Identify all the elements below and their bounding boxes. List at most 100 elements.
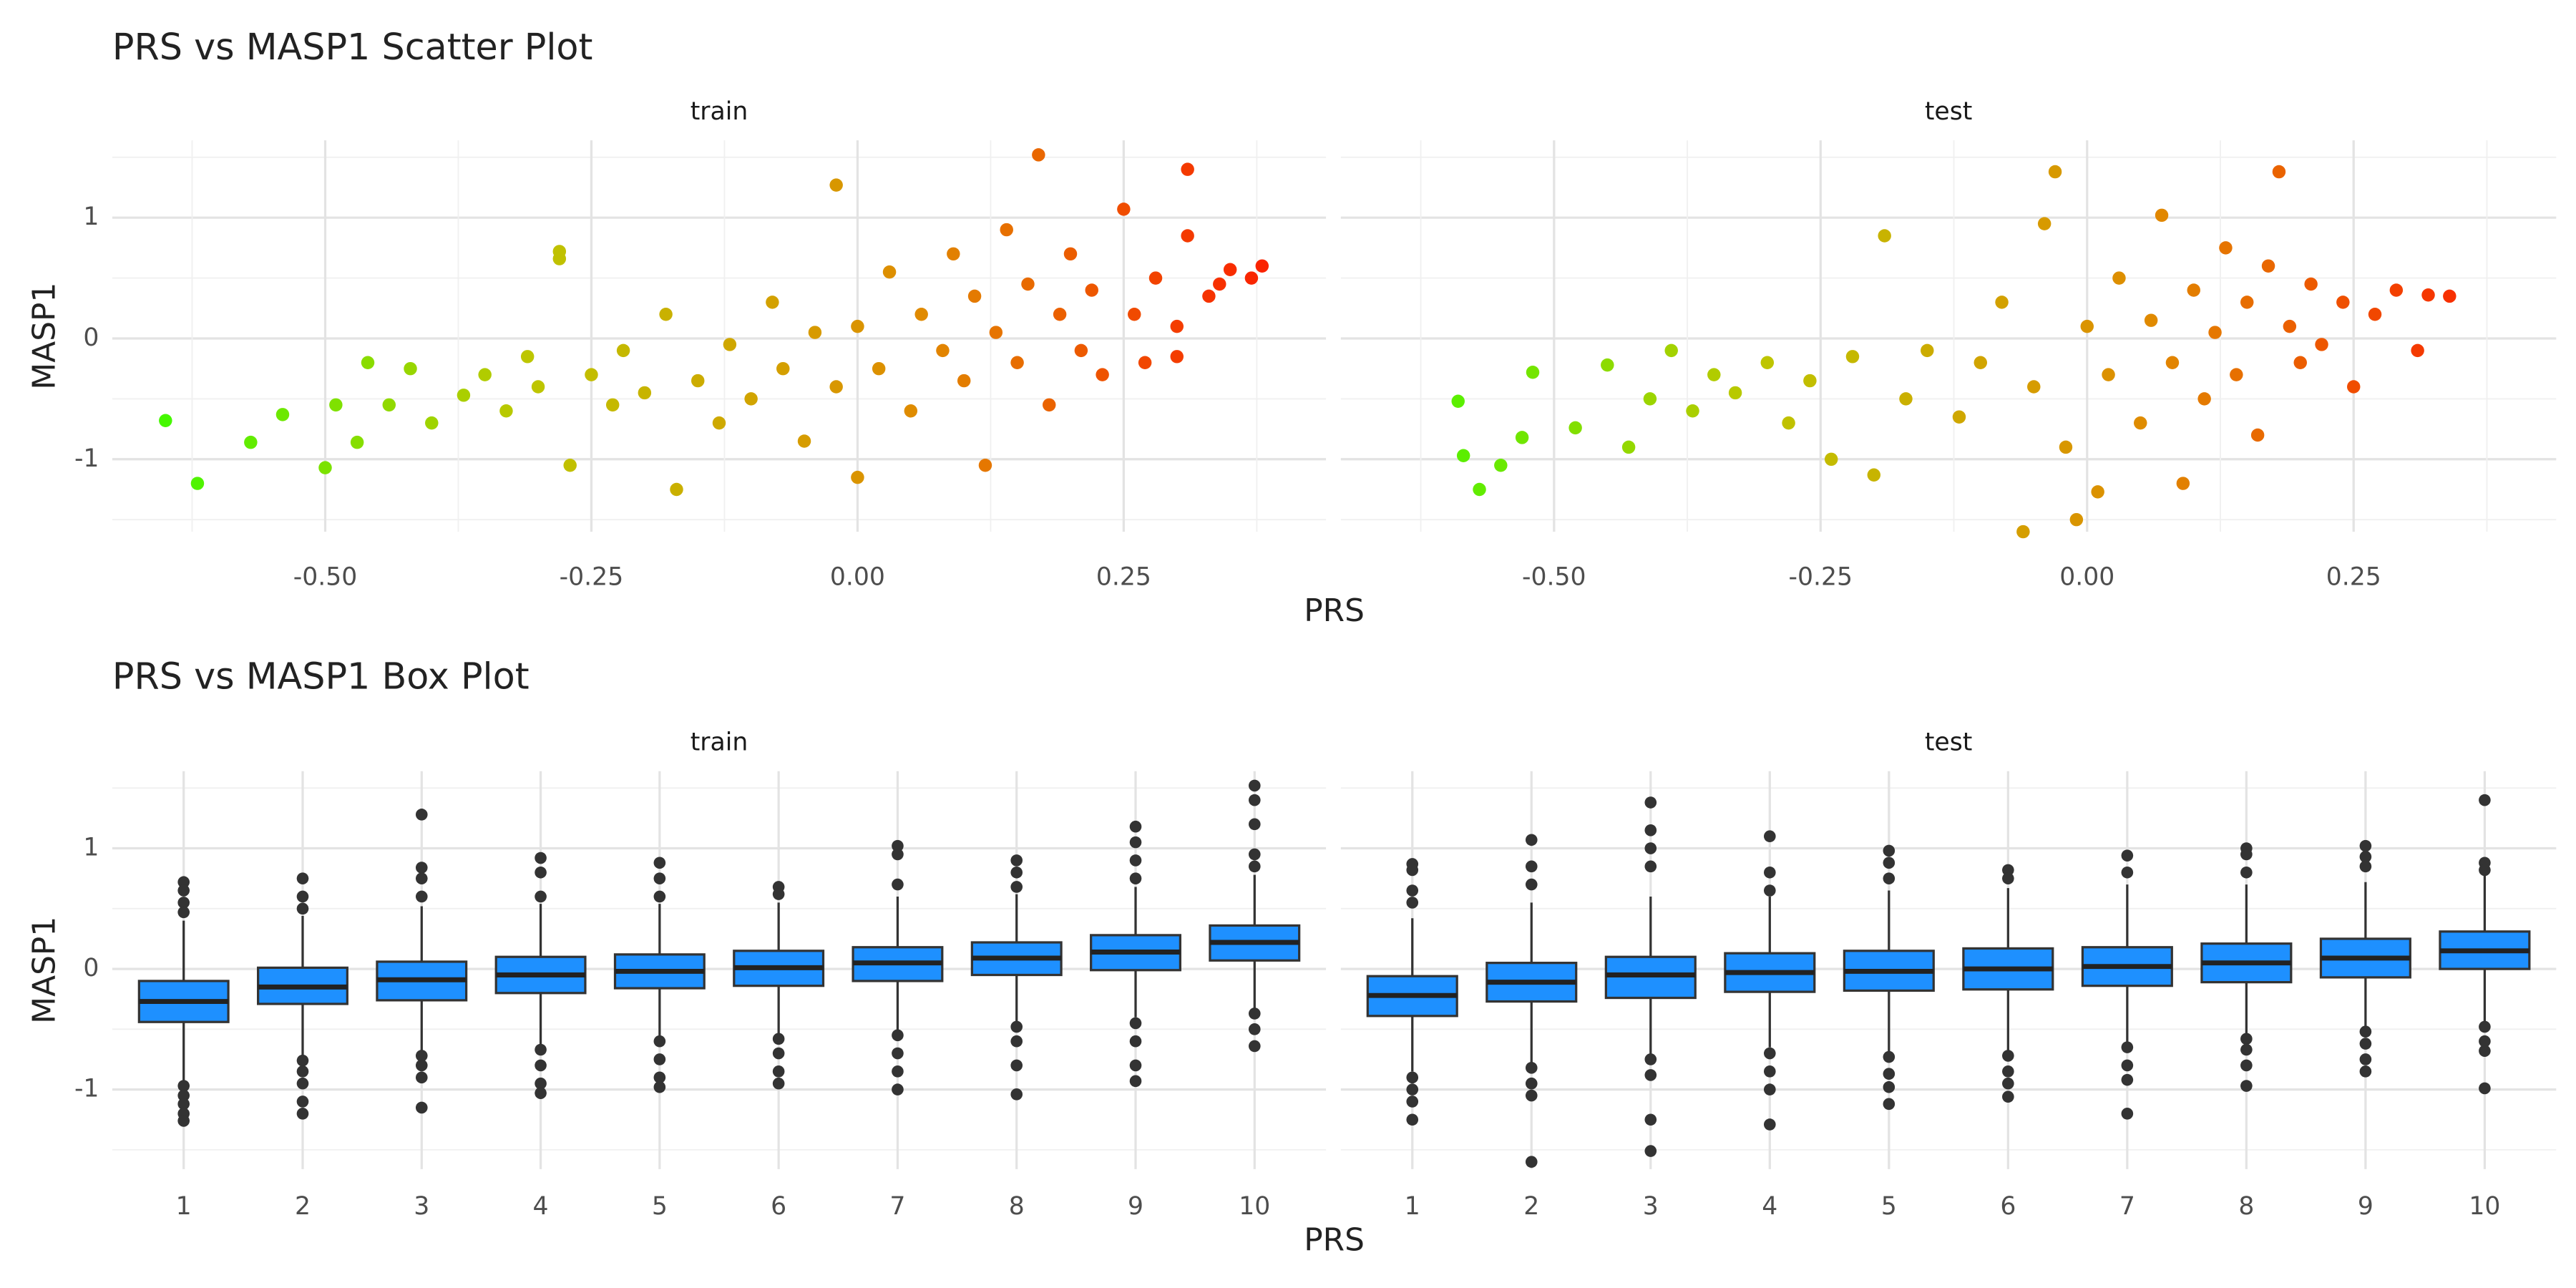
- chart-title: PRS vs MASP1 Scatter Plot: [112, 26, 592, 68]
- point: [1643, 392, 1657, 406]
- outlier: [2121, 1059, 2134, 1072]
- point: [1803, 374, 1817, 388]
- x-tick-label: 0.00: [2059, 563, 2114, 592]
- outlier: [892, 1065, 904, 1078]
- outlier: [415, 1101, 428, 1114]
- outlier: [296, 1054, 309, 1067]
- outlier: [1525, 860, 1538, 873]
- outlier: [2002, 864, 2014, 877]
- outlier: [1763, 830, 1776, 843]
- point: [1867, 468, 1881, 482]
- point: [1096, 368, 1109, 381]
- outlier: [535, 1059, 547, 1072]
- point: [2411, 343, 2424, 358]
- outlier: [892, 1083, 904, 1096]
- facet-panel: train -0.50 -0.25 0.00 0.25: [112, 97, 1327, 592]
- point: [851, 470, 864, 484]
- point: [1000, 223, 1013, 237]
- x-tick-label: 10: [1239, 1192, 1270, 1221]
- point: [2176, 477, 2190, 490]
- point: [1213, 277, 1226, 291]
- point: [1974, 356, 1988, 369]
- point: [829, 380, 843, 394]
- outlier: [1248, 1023, 1261, 1035]
- x-tick-label: -0.50: [293, 563, 358, 592]
- point: [478, 368, 492, 381]
- outlier: [535, 866, 547, 879]
- outlier: [2479, 1035, 2491, 1048]
- outlier: [2359, 851, 2372, 863]
- point: [2048, 165, 2062, 179]
- point: [904, 404, 918, 418]
- point: [318, 461, 332, 474]
- outlier: [1406, 1113, 1419, 1126]
- point: [404, 361, 417, 376]
- facet-strip: test: [1925, 97, 1972, 126]
- outlier: [1010, 881, 1023, 893]
- point: [1138, 356, 1152, 369]
- outlier: [415, 862, 428, 874]
- x-tick-label: 2: [1523, 1192, 1539, 1221]
- outlier: [415, 1071, 428, 1084]
- outlier: [653, 1035, 666, 1048]
- outlier: [177, 1098, 190, 1111]
- outlier: [1883, 1098, 1896, 1111]
- outlier: [653, 890, 666, 903]
- point: [605, 398, 620, 412]
- point: [1170, 350, 1184, 364]
- outlier: [1644, 1145, 1657, 1157]
- point: [638, 386, 652, 400]
- x-tick-label: 5: [1881, 1192, 1897, 1221]
- point: [1526, 366, 1540, 379]
- point: [1063, 247, 1078, 261]
- outlier: [2240, 1059, 2253, 1072]
- outlier: [177, 1080, 190, 1092]
- point: [2091, 485, 2104, 499]
- point: [797, 434, 811, 448]
- outlier: [296, 872, 309, 884]
- x-axis-title: PRS: [1304, 592, 1365, 629]
- outlier: [772, 1077, 785, 1090]
- outlier: [415, 809, 428, 821]
- outlier: [653, 1053, 666, 1065]
- outlier: [2121, 1108, 2134, 1120]
- point: [1845, 350, 1860, 364]
- point: [1621, 440, 1636, 454]
- y-axis-title: MASP1: [26, 917, 63, 1024]
- point: [1255, 259, 1269, 273]
- point: [531, 380, 545, 394]
- facet-strip: train: [691, 728, 748, 756]
- outlier: [1763, 1047, 1776, 1060]
- outlier: [1525, 1089, 1538, 1102]
- x-tick-label: 1: [1405, 1192, 1420, 1221]
- outlier: [1644, 860, 1657, 873]
- outlier: [415, 1059, 428, 1072]
- point: [872, 361, 886, 376]
- outlier: [1763, 884, 1776, 897]
- point: [776, 361, 790, 376]
- point: [882, 265, 897, 279]
- outlier: [535, 890, 547, 903]
- point: [457, 389, 471, 402]
- outlier: [2002, 1091, 2014, 1103]
- point: [2080, 319, 2094, 333]
- point: [1601, 358, 1614, 372]
- outlier: [1010, 854, 1023, 867]
- point: [275, 408, 290, 421]
- outlier: [1010, 1020, 1023, 1033]
- point: [1010, 356, 1024, 369]
- x-tick-label: 4: [533, 1192, 549, 1221]
- x-tick-label: 7: [2119, 1192, 2135, 1221]
- outlier: [1406, 897, 1419, 909]
- point: [552, 252, 567, 265]
- point: [1494, 459, 1508, 472]
- point: [1021, 277, 1035, 291]
- point: [766, 296, 779, 309]
- outlier: [772, 1047, 785, 1060]
- point: [382, 398, 396, 412]
- point: [2443, 289, 2457, 303]
- point: [2261, 259, 2275, 273]
- point: [520, 350, 535, 364]
- x-tick-label: -0.25: [1789, 563, 1853, 592]
- outlier: [1248, 848, 1261, 861]
